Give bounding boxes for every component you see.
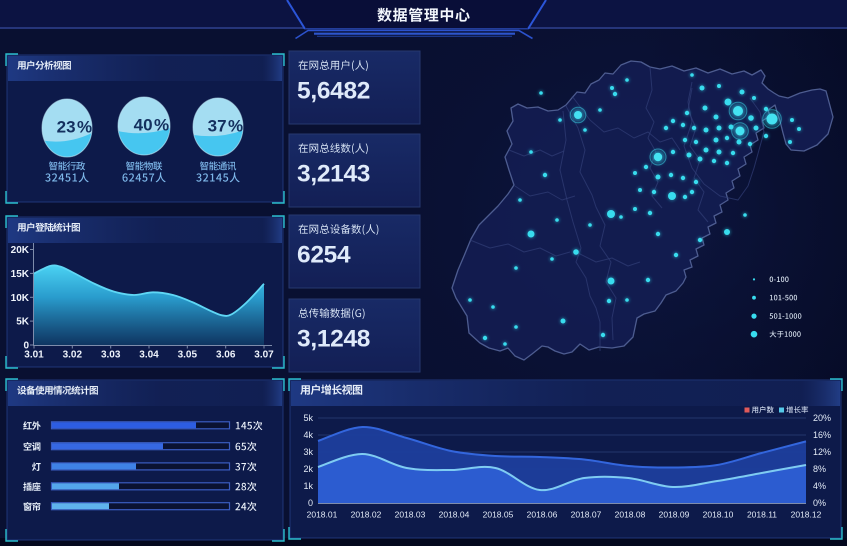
svg-text:3,2143: 3,2143 — [297, 161, 370, 188]
svg-text:2018.09: 2018.09 — [659, 510, 690, 520]
svg-text:3.04: 3.04 — [139, 350, 159, 361]
svg-text:8%: 8% — [813, 464, 826, 474]
svg-text:37%: 37% — [208, 117, 244, 136]
svg-text:2018.07: 2018.07 — [571, 510, 602, 520]
svg-text:20%: 20% — [813, 413, 831, 423]
svg-text:2018.06: 2018.06 — [527, 510, 558, 520]
svg-text:0: 0 — [308, 498, 313, 508]
svg-text:40%: 40% — [134, 116, 170, 135]
svg-text:2018.03: 2018.03 — [395, 510, 426, 520]
svg-text:3k: 3k — [303, 447, 313, 457]
svg-text:2018.12: 2018.12 — [791, 510, 822, 520]
svg-text:2018.01: 2018.01 — [307, 510, 338, 520]
svg-text:16%: 16% — [813, 430, 831, 440]
svg-text:6254: 6254 — [297, 242, 351, 269]
svg-text:2018.11: 2018.11 — [747, 510, 777, 520]
svg-text:2018.05: 2018.05 — [483, 510, 514, 520]
svg-text:5K: 5K — [16, 317, 30, 328]
svg-text:10K: 10K — [11, 293, 30, 304]
svg-text:20K: 20K — [11, 245, 30, 256]
svg-text:2018.10: 2018.10 — [703, 510, 734, 520]
svg-text:4k: 4k — [303, 430, 313, 440]
svg-text:23%: 23% — [57, 118, 93, 137]
svg-text:15K: 15K — [11, 269, 30, 280]
svg-text:0%: 0% — [813, 498, 826, 508]
svg-text:3.06: 3.06 — [216, 350, 236, 361]
svg-text:2018.04: 2018.04 — [439, 510, 470, 520]
svg-text:4%: 4% — [813, 481, 826, 491]
svg-text:2018.08: 2018.08 — [615, 510, 646, 520]
svg-text:5k: 5k — [303, 413, 313, 423]
svg-text:3.07: 3.07 — [254, 350, 274, 361]
svg-text:0: 0 — [23, 341, 29, 352]
svg-text:3,1248: 3,1248 — [297, 326, 370, 353]
svg-text:2k: 2k — [303, 464, 313, 474]
svg-text:12%: 12% — [813, 447, 831, 457]
svg-text:3.05: 3.05 — [178, 350, 198, 361]
svg-text:2018.02: 2018.02 — [351, 510, 382, 520]
svg-text:3.01: 3.01 — [24, 350, 44, 361]
svg-text:3.02: 3.02 — [63, 350, 83, 361]
svg-text:3.03: 3.03 — [101, 350, 121, 361]
svg-text:1k: 1k — [303, 481, 313, 491]
svg-text:5,6482: 5,6482 — [297, 78, 370, 105]
